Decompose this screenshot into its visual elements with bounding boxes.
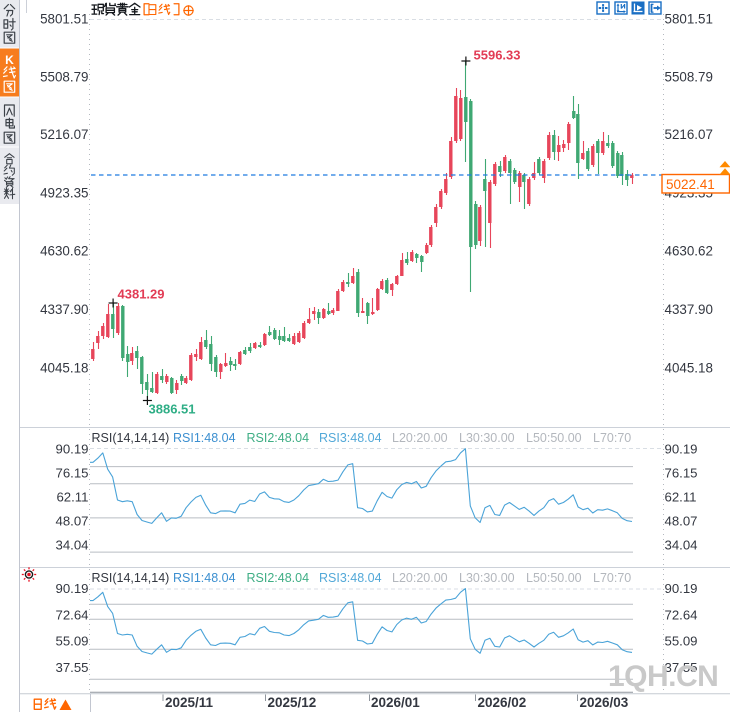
svg-text:RSI3:48.04: RSI3:48.04 [319, 431, 382, 445]
svg-text:5216.07: 5216.07 [40, 127, 88, 142]
svg-text:RSI3:48.04: RSI3:48.04 [319, 571, 382, 585]
svg-text:62.11: 62.11 [56, 489, 88, 504]
svg-text:2025/12: 2025/12 [268, 695, 317, 710]
svg-text:76.15: 76.15 [55, 465, 88, 480]
svg-text:L20:20.00: L20:20.00 [392, 571, 448, 585]
svg-text:62.11: 62.11 [665, 489, 697, 504]
svg-text:L50:50.00: L50:50.00 [526, 571, 582, 585]
svg-text:90.19: 90.19 [665, 441, 698, 456]
svg-text:76.15: 76.15 [665, 465, 698, 480]
svg-text:4630.62: 4630.62 [40, 244, 88, 259]
svg-text:K: K [5, 53, 14, 67]
svg-text:90.19: 90.19 [55, 581, 88, 596]
svg-text:37.55: 37.55 [55, 660, 88, 675]
svg-text:5801.51: 5801.51 [665, 12, 713, 27]
svg-text:4381.29: 4381.29 [118, 287, 165, 302]
svg-text:5022.41: 5022.41 [666, 177, 715, 192]
svg-text:90.19: 90.19 [665, 581, 698, 596]
svg-text:5508.79: 5508.79 [40, 69, 88, 84]
svg-text:4045.18: 4045.18 [665, 361, 713, 376]
svg-text:4337.90: 4337.90 [665, 302, 713, 317]
svg-text:72.64: 72.64 [55, 608, 88, 623]
svg-text:34.04: 34.04 [665, 537, 698, 552]
svg-text:5801.51: 5801.51 [40, 12, 88, 27]
svg-text:RSI2:48.04: RSI2:48.04 [247, 571, 310, 585]
svg-text:34.04: 34.04 [55, 537, 88, 552]
svg-text:L70:70: L70:70 [593, 571, 631, 585]
svg-text:72.64: 72.64 [665, 608, 698, 623]
svg-text:RSI1:48.04: RSI1:48.04 [173, 571, 236, 585]
svg-text:L50:50.00: L50:50.00 [526, 431, 582, 445]
svg-text:1QH.CN: 1QH.CN [608, 660, 718, 693]
svg-text:RSI2:48.04: RSI2:48.04 [247, 431, 310, 445]
svg-text:55.09: 55.09 [55, 634, 88, 649]
svg-text:4337.90: 4337.90 [40, 302, 88, 317]
svg-text:48.07: 48.07 [665, 513, 698, 528]
svg-text:L20:20.00: L20:20.00 [392, 431, 448, 445]
svg-text:90.19: 90.19 [55, 441, 88, 456]
svg-text:5508.79: 5508.79 [665, 69, 713, 84]
svg-text:L30:30.00: L30:30.00 [459, 571, 515, 585]
svg-text:2026/03: 2026/03 [580, 695, 629, 710]
svg-text:L30:30.00: L30:30.00 [459, 431, 515, 445]
svg-text:4630.62: 4630.62 [665, 244, 713, 259]
svg-text:RSI(14,14,14): RSI(14,14,14) [92, 571, 170, 585]
svg-text:2026/01: 2026/01 [371, 695, 420, 710]
svg-text:55.09: 55.09 [665, 634, 698, 649]
svg-text:2026/02: 2026/02 [478, 695, 527, 710]
svg-text:4923.35: 4923.35 [40, 186, 88, 201]
svg-text:5596.33: 5596.33 [474, 48, 521, 63]
svg-text:RSI1:48.04: RSI1:48.04 [173, 431, 236, 445]
svg-text:RSI(14,14,14): RSI(14,14,14) [92, 431, 170, 445]
svg-text:37.55: 37.55 [665, 660, 698, 675]
svg-text:48.07: 48.07 [55, 513, 88, 528]
svg-text:L70:70: L70:70 [593, 431, 631, 445]
svg-text:5216.07: 5216.07 [665, 127, 713, 142]
svg-text:4045.18: 4045.18 [40, 361, 88, 376]
svg-text:2025/11: 2025/11 [165, 695, 214, 710]
svg-text:3886.51: 3886.51 [149, 402, 196, 417]
